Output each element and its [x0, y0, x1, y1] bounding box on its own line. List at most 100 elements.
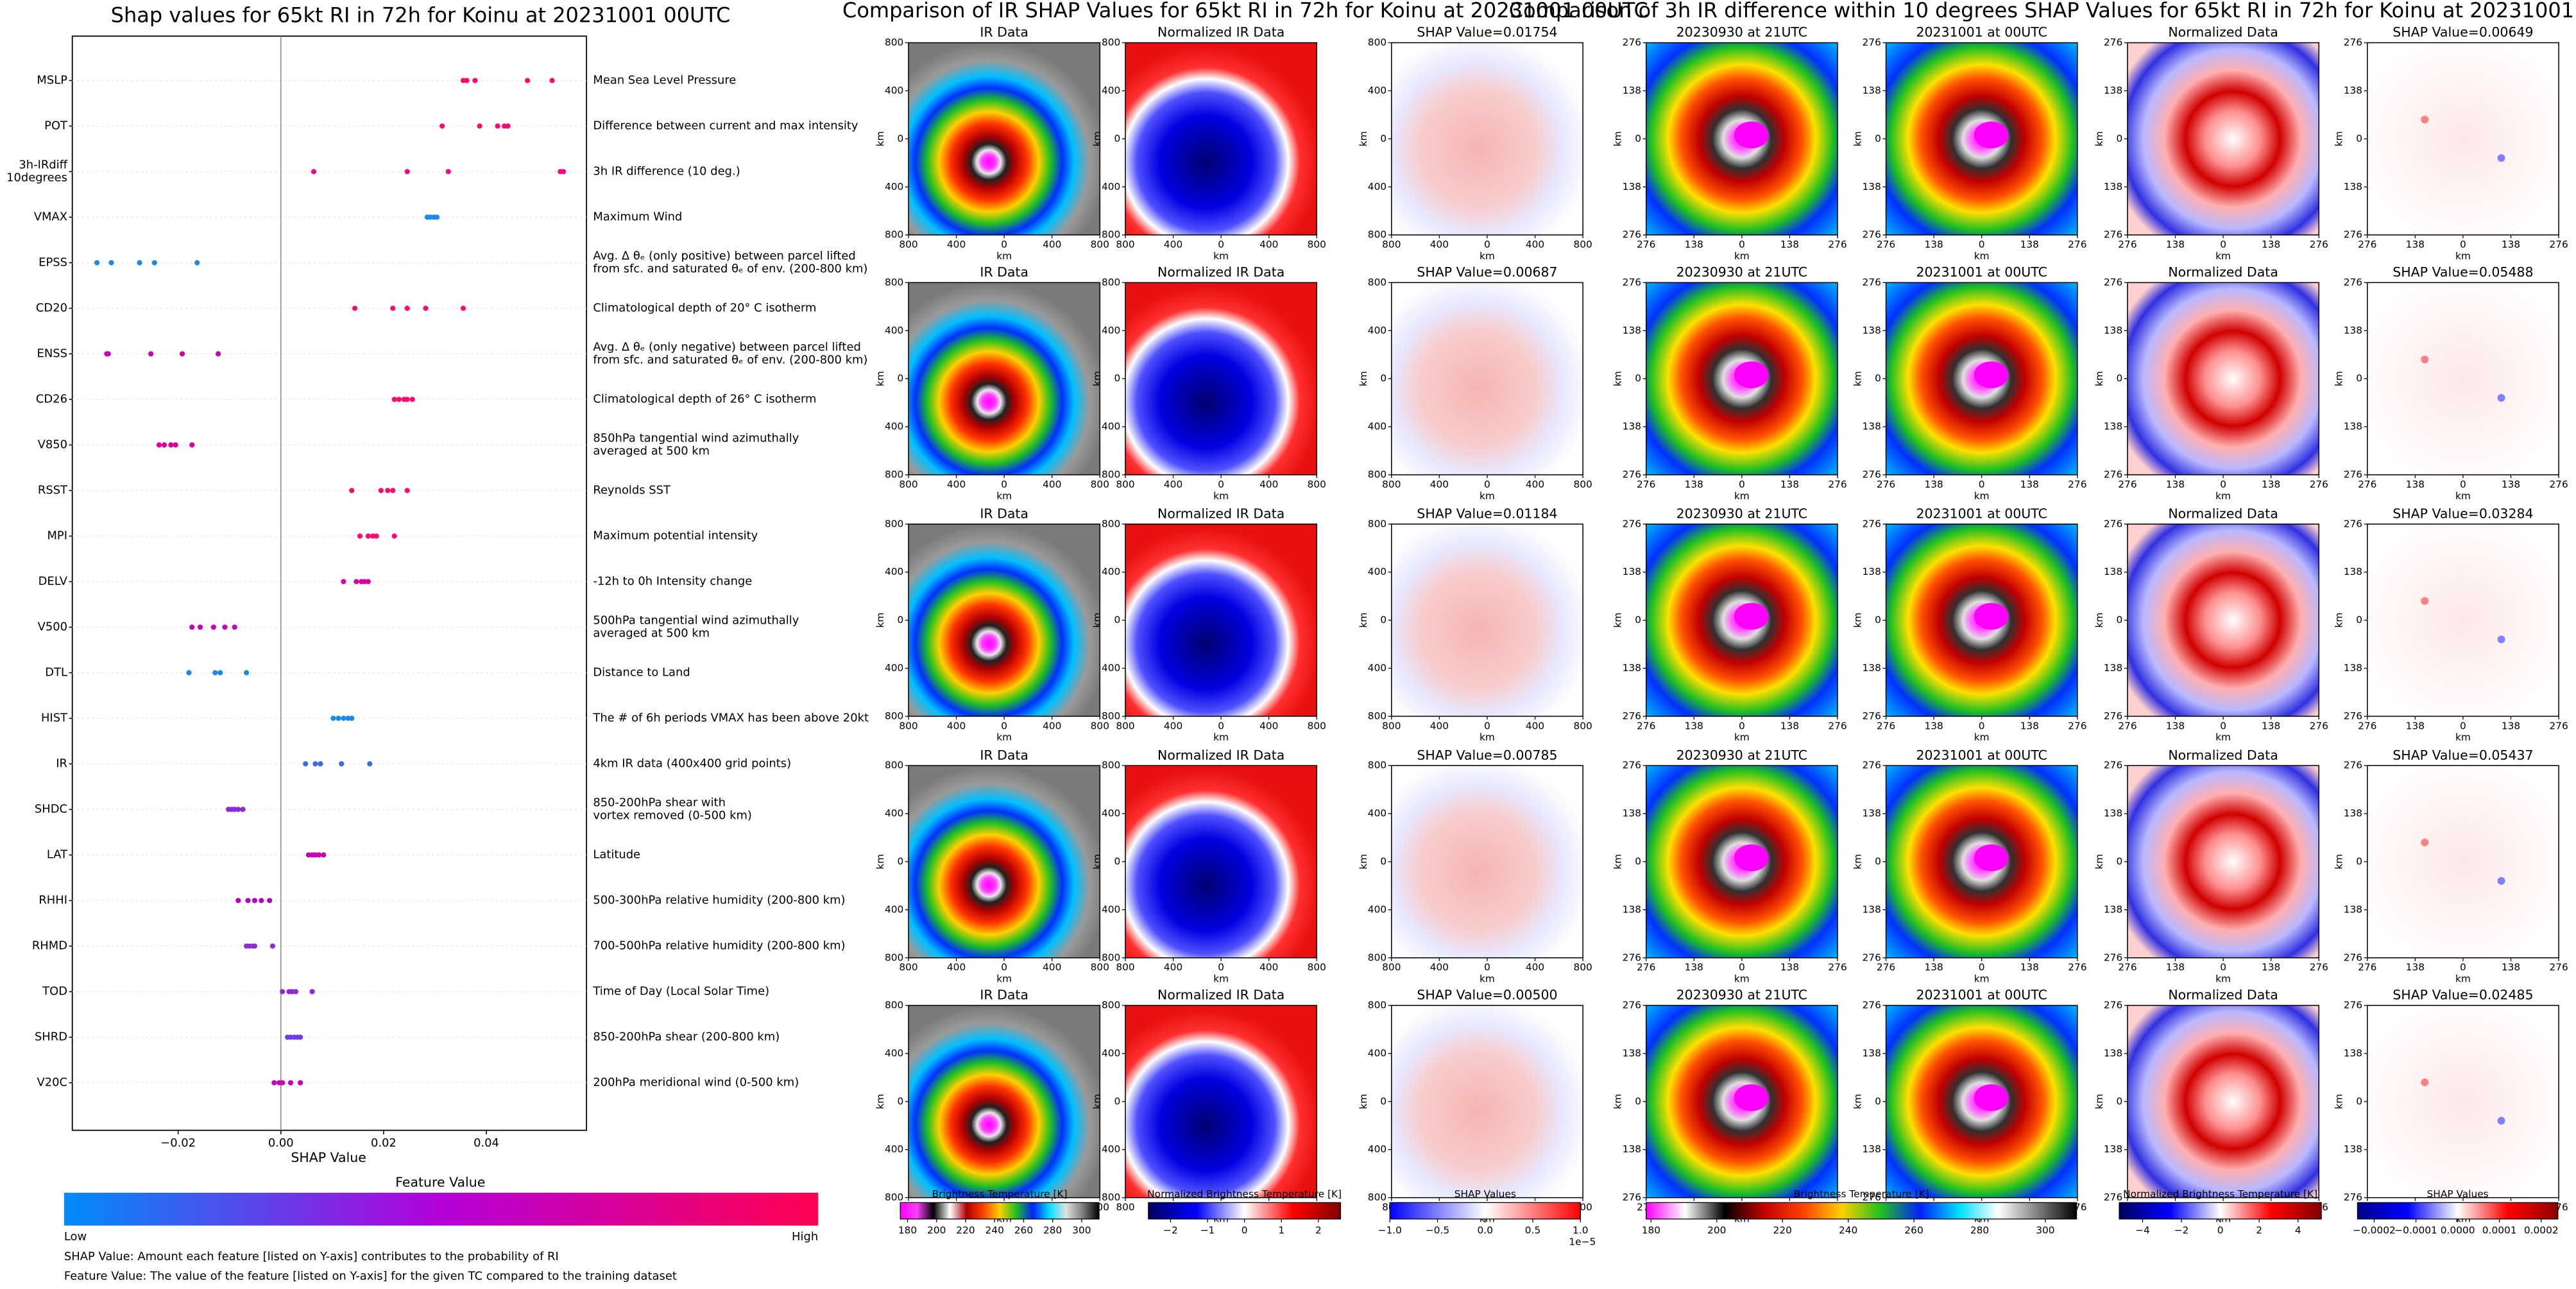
image-panel: [2367, 1005, 2559, 1198]
x-tick-label: 138: [2502, 720, 2520, 731]
y-tick-label: 276: [2104, 1000, 2122, 1011]
y-tick-label: 800: [1102, 1191, 1120, 1203]
y-tick-label: 800: [1368, 1000, 1386, 1011]
x-tick-label: 800: [899, 479, 917, 490]
x-tick-label: 800: [1308, 962, 1326, 973]
x-tick-label: −0.02: [160, 1136, 196, 1150]
y-axis-label: km: [1612, 854, 1624, 869]
x-tick-label: 276: [1828, 720, 1847, 731]
shap-point: [245, 898, 251, 903]
panel-title: Normalized IR Data: [1157, 987, 1284, 1003]
x-tick-label: 276: [2549, 720, 2568, 731]
shap-point: [404, 397, 410, 402]
y-tick-label: 138: [2104, 1143, 2122, 1155]
x-tick-label: 0: [1218, 720, 1224, 731]
x-tick-label: 276: [2358, 720, 2376, 731]
shap-point: [280, 1080, 286, 1086]
feature-description: Latitude: [593, 848, 640, 862]
y-tick-label: 800: [1368, 468, 1386, 480]
panel-title: 20231001 at 00UTC: [1916, 24, 2047, 40]
x-tick-label: 400: [1259, 720, 1278, 731]
y-tick-label: 138: [2344, 85, 2362, 96]
y-axis-label: km: [2333, 131, 2345, 146]
feature-label: 3h-IRdiff 10degrees: [6, 158, 68, 185]
x-tick-label: 276: [2549, 239, 2568, 250]
x-tick-label: 138: [1924, 479, 1943, 490]
colorbar-tick-label: −0.5: [1426, 1224, 1449, 1236]
y-tick-label: 276: [2104, 468, 2122, 480]
y-tick-label: 138: [2344, 808, 2362, 819]
shap-point: [345, 715, 351, 721]
y-tick-label: 138: [1623, 421, 1641, 432]
shap-point: [385, 488, 391, 493]
y-tick-label: 0: [1875, 856, 1881, 867]
shap-point: [105, 351, 111, 357]
image-panel: [908, 42, 1100, 235]
y-tick-label: 800: [1102, 952, 1120, 963]
y-tick-label: 138: [1623, 903, 1641, 915]
image-panel: [1886, 282, 2077, 475]
colorbar: [2119, 1202, 2322, 1220]
note: SHAP Value: Amount each feature [listed …: [64, 1250, 559, 1263]
x-tick-label: 800: [1116, 239, 1134, 250]
y-tick-label: 276: [2344, 277, 2362, 288]
x-tick-label: 276: [2310, 239, 2328, 250]
image-panel: [1125, 765, 1317, 958]
image-panel: [1886, 1005, 2077, 1198]
feature-label: V20C: [37, 1076, 67, 1089]
image-panel: [1646, 524, 1838, 717]
y-tick-label: 276: [1623, 760, 1641, 771]
shap-point: [179, 351, 185, 357]
x-tick-label: 138: [2020, 239, 2039, 250]
y-tick-label: 0: [2356, 614, 2362, 626]
y-axis-label: km: [874, 613, 886, 628]
shap-point: [365, 533, 371, 539]
shap-point: [271, 1080, 277, 1086]
x-tick-label: 0: [1001, 720, 1007, 731]
y-tick-label: 138: [1623, 662, 1641, 674]
y-tick-label: 138: [2344, 181, 2362, 192]
shap-point: [362, 579, 368, 585]
x-tick-label: 800: [899, 720, 917, 731]
shap-point: [215, 351, 221, 357]
x-axis-label: km: [1974, 250, 1990, 262]
shap-point: [373, 533, 379, 539]
shap-point: [222, 624, 228, 630]
feature-label: EPSS: [38, 255, 67, 269]
y-tick-label: 0: [898, 856, 904, 867]
image-panel: [1125, 42, 1317, 235]
y-tick-label: 276: [1863, 710, 1881, 722]
x-tick-label: 0: [1979, 239, 1985, 250]
x-tick-label: 138: [1780, 239, 1799, 250]
y-tick-label: 276: [2104, 37, 2122, 48]
y-tick-label: 400: [885, 1143, 903, 1155]
x-tick-label: 0: [1484, 479, 1490, 490]
shap-point: [341, 715, 346, 721]
note: Feature Value: The value of the feature …: [64, 1270, 677, 1283]
panel-title: SHAP Value=0.00649: [2393, 24, 2533, 40]
y-tick-label: 276: [1623, 952, 1641, 963]
feature-description: Reynolds SST: [593, 484, 670, 497]
x-axis-label: km: [996, 973, 1012, 985]
y-tick-label: 138: [1623, 325, 1641, 336]
x-tick-label: 400: [1164, 962, 1182, 973]
x-tick-label: 138: [2406, 962, 2425, 973]
x-tick-label: 800: [1573, 962, 1592, 973]
panel-title: IR Data: [980, 24, 1028, 40]
x-tick-label: 0: [1484, 720, 1490, 731]
shap-point: [252, 943, 258, 949]
y-tick-label: 400: [885, 903, 903, 915]
y-tick-label: 800: [1102, 1000, 1120, 1011]
x-tick-label: 0: [1979, 720, 1985, 731]
y-axis-label: km: [1091, 131, 1103, 146]
x-axis-label: km: [1480, 250, 1495, 262]
y-tick-label: 800: [1102, 468, 1120, 480]
y-tick-label: 0: [1380, 1095, 1386, 1107]
x-axis-label: km: [1974, 490, 1990, 502]
x-tick-label: 276: [1637, 962, 1655, 973]
y-axis-label: km: [2333, 1094, 2345, 1109]
feature-label: IR: [56, 757, 67, 771]
y-tick-label: 800: [885, 710, 903, 722]
y-tick-label: 276: [1863, 1191, 1881, 1203]
x-tick-label: 276: [1877, 962, 1895, 973]
